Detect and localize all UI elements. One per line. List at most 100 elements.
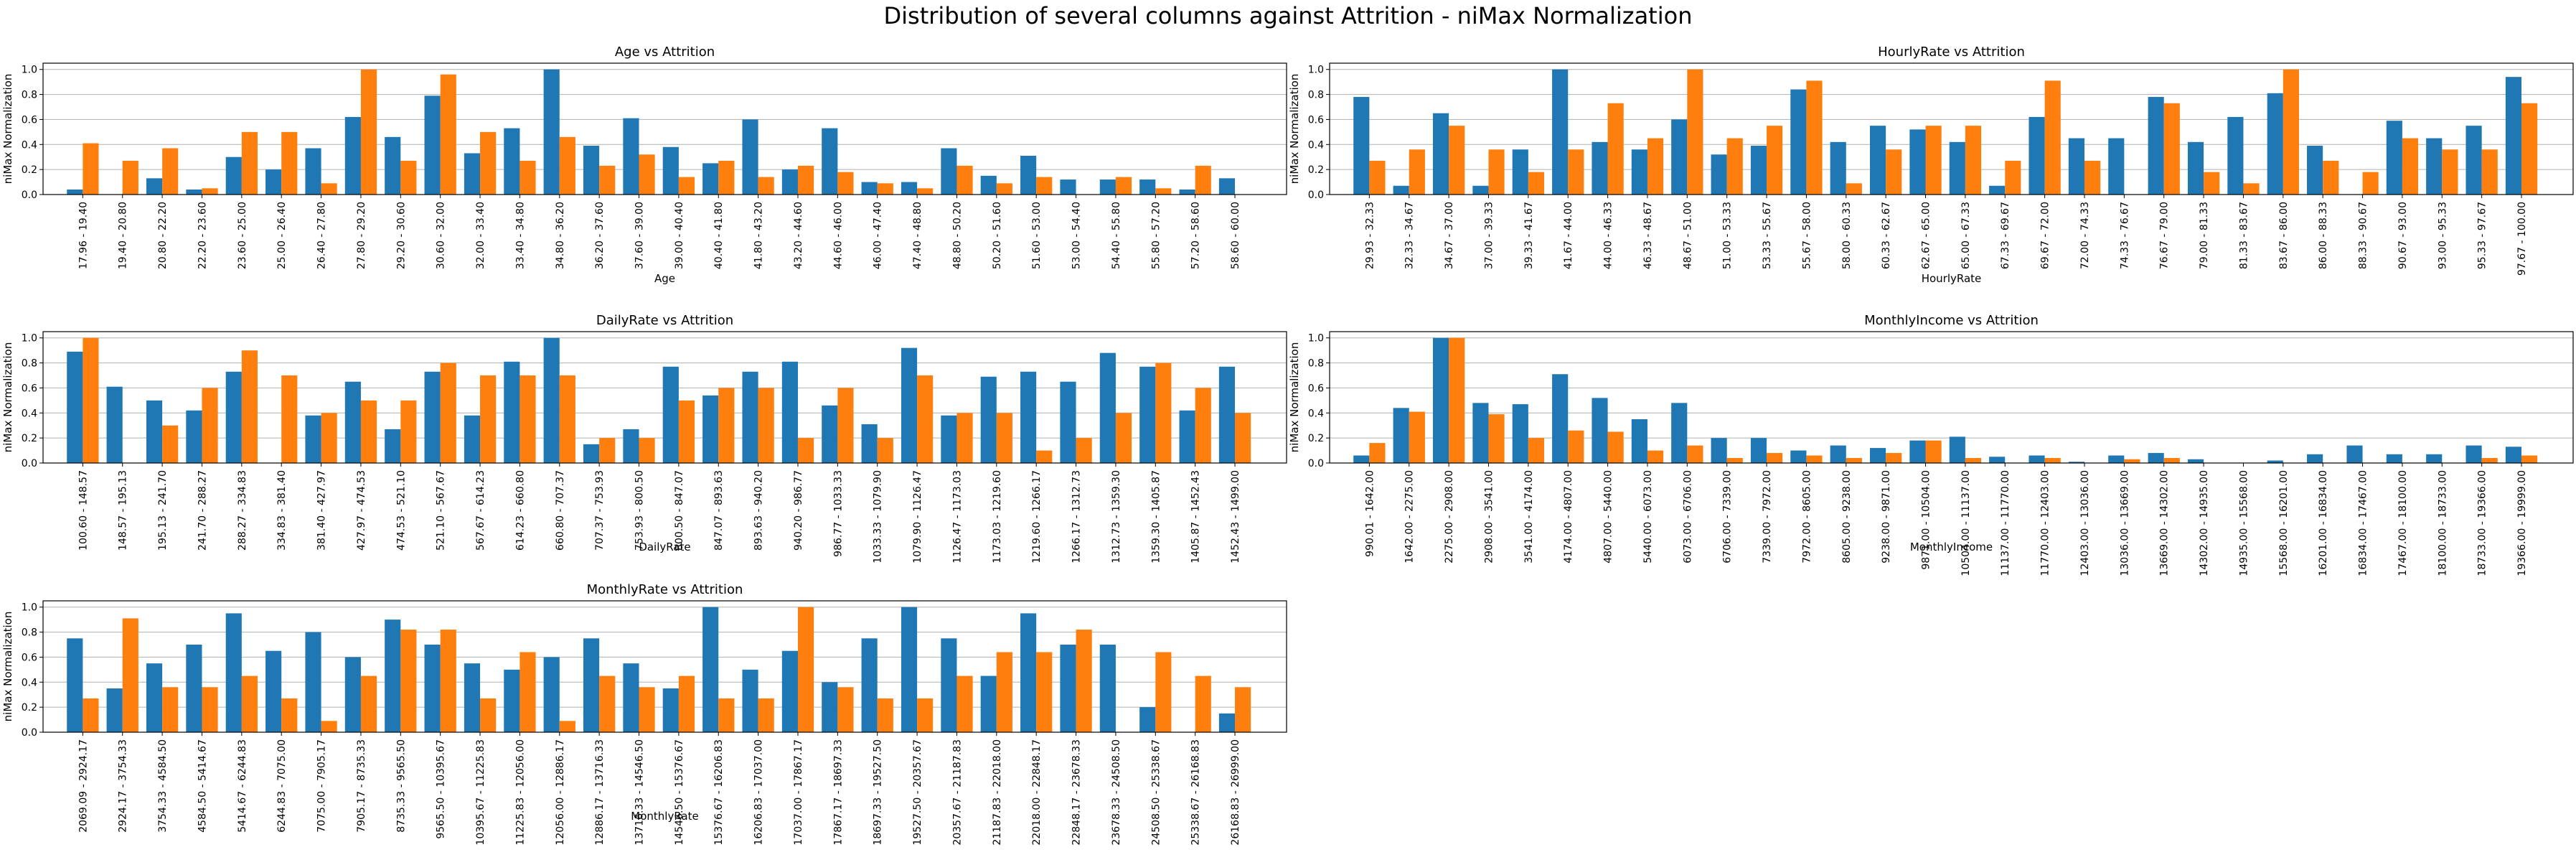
bar-series-1-9: [385, 429, 401, 463]
x-tick-label: 46.33 - 48.67: [1642, 202, 1654, 269]
x-tick-label: 100.60 - 148.57: [77, 470, 89, 551]
bar-series-2-13: [559, 721, 575, 732]
bar-series-1-20: [2108, 138, 2125, 195]
y-tick-label: 0.6: [1308, 114, 1324, 126]
bar-series-2-12: [520, 652, 536, 732]
x-tick-label: 12056.00 - 12886.17: [555, 739, 566, 846]
x-tick-label: 1173.03 - 1219.60: [992, 470, 1003, 564]
bar-series-2-9: [1687, 69, 1703, 195]
x-tick-label: 76.67 - 79.00: [2159, 202, 2171, 269]
x-tick-label: 3754.33 - 4584.50: [157, 739, 169, 833]
bar-series-2-17: [718, 388, 735, 463]
bar-series-2-18: [2044, 458, 2061, 463]
x-tick-label: 3541.00 - 4174.00: [1523, 470, 1535, 564]
bar-series-1-6: [1552, 374, 1569, 463]
subplot-4: 0.0 0.2 0.4 0.6 0.8 1.0 990.01 - 1642.00 1642.0…: [1288, 313, 2574, 576]
bar-series-2-3: [162, 687, 179, 732]
bar-series-1-8: [344, 381, 361, 463]
x-tick-label: 58.60 - 60.00: [1230, 202, 1241, 269]
bar-series-1-11: [1750, 438, 1767, 463]
x-tick-label: 55.80 - 57.20: [1150, 202, 1162, 269]
bar-series-1-28: [2426, 454, 2443, 463]
bar-series-2-18: [758, 177, 774, 195]
bar-series-1-8: [1631, 149, 1647, 195]
x-tick-label: 48.80 - 50.20: [951, 202, 963, 269]
y-tick-label: 0.0: [1308, 458, 1324, 469]
bar-series-1-23: [941, 148, 957, 195]
bar-series-2-18: [758, 698, 774, 732]
bar-series-2-8: [360, 69, 377, 195]
bar-series-1-24: [2267, 93, 2283, 195]
bar-series-1-13: [543, 69, 560, 195]
x-tick-label: 41.80 - 43.20: [753, 202, 765, 269]
x-tick-label: 8605.00 - 9238.00: [1841, 470, 1853, 564]
bar-series-2-7: [1607, 431, 1624, 463]
bar-series-1-10: [1711, 154, 1727, 195]
bar-series-1-9: [385, 619, 401, 732]
bar-series-1-3: [1432, 113, 1449, 195]
bar-series-1-7: [1592, 398, 1608, 463]
x-tick-label: 23678.33 - 24508.50: [1111, 739, 1122, 846]
y-tick-label: 0.6: [1308, 383, 1324, 394]
bar-series-1-15: [1909, 129, 1926, 195]
bar-series-1-17: [702, 395, 719, 463]
x-axis-label: Age: [654, 272, 675, 285]
x-tick-label: 50.20 - 51.60: [992, 202, 1003, 269]
bar-series-2-21: [877, 183, 893, 195]
bar-series-1-24: [2267, 460, 2283, 463]
bar-series-2-7: [321, 721, 337, 732]
x-tick-label: 9565.50 - 10395.67: [436, 739, 447, 839]
y-tick-label: 0.4: [22, 139, 37, 151]
x-tick-label: 13036.00 - 13669.00: [2119, 470, 2130, 576]
bar-series-2-18: [2044, 80, 2061, 195]
bar-series-1-7: [305, 148, 321, 195]
x-tick-label: 940.20 - 986.77: [793, 470, 804, 551]
bar-series-1-14: [583, 638, 600, 732]
bar-series-2-14: [599, 165, 616, 195]
bar-series-1-17: [702, 607, 719, 732]
x-tick-label: 2275.00 - 2908.00: [1444, 470, 1455, 564]
x-tick-label: 48.67 - 51.00: [1682, 202, 1693, 269]
bar-series-2-29: [2481, 149, 2498, 195]
bar-series-1-10: [1711, 438, 1727, 463]
x-tick-label: 90.67 - 93.00: [2397, 202, 2409, 269]
bar-series-2-11: [1767, 453, 1783, 463]
bar-series-1-29: [2465, 126, 2482, 195]
x-tick-label: 32.33 - 34.67: [1404, 202, 1416, 269]
bar-series-1-26: [1060, 645, 1076, 732]
bar-series-2-17: [718, 160, 735, 195]
bar-series-2-30: [1235, 687, 1251, 732]
bar-series-1-10: [424, 95, 441, 195]
y-tick-label: 0.0: [1308, 190, 1324, 201]
bar-series-2-27: [1115, 413, 1132, 463]
bar-series-1-7: [1592, 141, 1608, 195]
bar-series-2-1: [1369, 443, 1386, 463]
x-tick-label: 33.40 - 34.80: [514, 202, 526, 269]
bar-series-1-22: [901, 182, 918, 195]
x-tick-label: 11770.00 - 12403.00: [2040, 470, 2051, 576]
bar-series-1-24: [980, 376, 997, 463]
bar-series-1-23: [2227, 116, 2244, 195]
x-tick-label: 7339.00 - 7972.00: [1762, 470, 1773, 564]
bar-series-1-30: [2505, 77, 2522, 195]
x-tick-label: 40.40 - 41.80: [713, 202, 725, 269]
bar-series-2-4: [1488, 414, 1505, 463]
bar-series-2-3: [162, 148, 179, 195]
bar-series-1-22: [2187, 141, 2204, 195]
bar-series-2-14: [1886, 149, 1902, 195]
x-tick-label: 9871.00 - 10504.00: [1921, 470, 1932, 570]
x-tick-label: 81.33 - 83.67: [2238, 202, 2250, 269]
bar-series-1-13: [543, 657, 560, 732]
x-tick-label: 11137.00 - 11770.00: [2000, 470, 2011, 576]
y-tick-label: 0.6: [22, 114, 37, 126]
bar-series-2-14: [599, 675, 616, 732]
bar-series-1-24: [980, 675, 997, 732]
x-tick-label: 19.40 - 20.80: [118, 202, 129, 269]
y-tick-label: 1.0: [1308, 65, 1324, 76]
x-tick-label: 753.93 - 800.50: [634, 470, 646, 551]
x-tick-label: 1452.43 - 1499.00: [1230, 470, 1241, 564]
bar-series-1-18: [742, 371, 758, 463]
x-tick-label: 83.67 - 86.00: [2278, 202, 2290, 269]
bar-series-1-14: [1869, 448, 1886, 463]
bar-series-1-12: [1790, 450, 1807, 463]
